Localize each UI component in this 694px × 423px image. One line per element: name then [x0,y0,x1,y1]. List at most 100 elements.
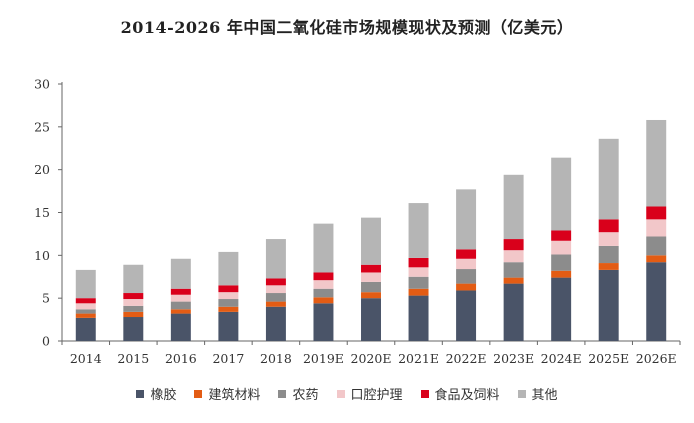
x-tick-label: 2020E [351,351,392,366]
chart-title: 2014-2026 年中国二氧化硅市场规模现状及预测（亿美元） [120,18,574,37]
bar-segment-2026E-0 [646,262,667,341]
bar-segment-2021E-5 [408,203,429,258]
bar-segment-2015-2 [123,305,144,312]
x-tick-label: 2022E [446,351,487,366]
y-tick-label: 15 [34,205,50,220]
bar-segment-2019E-1 [313,297,334,304]
y-tick-label: 0 [42,334,50,349]
chart-legend: 橡胶 建筑材料 农药 口腔护理 食品及饲料 其他 [0,384,694,403]
bar-segment-2016-4 [170,288,191,295]
bar-segment-2015-5 [123,264,144,294]
bar-segment-2024E-4 [551,230,572,241]
x-tick-label: 2021E [398,351,439,366]
bar-segment-2021E-0 [408,295,429,341]
y-tick-label: 30 [34,77,50,92]
x-tick-label: 2026E [636,351,677,366]
bar-segment-2026E-4 [646,206,667,220]
bar-segment-2016-1 [170,309,191,314]
bar-segment-2020E-0 [361,298,381,341]
bar-segment-2018-3 [265,285,286,294]
bar-segment-2022E-2 [456,269,477,284]
bar-segment-2018-2 [265,293,286,302]
bar-segment-2024E-3 [551,240,572,255]
bar-segment-2020E-5 [361,217,381,265]
bar-segment-2026E-2 [646,236,667,256]
bar-segment-2022E-5 [456,189,477,250]
bar-segment-2023E-3 [503,250,524,263]
bar-segment-2024E-1 [551,270,572,278]
y-tick-label: 20 [34,162,50,177]
bar-segment-2018-1 [265,301,286,307]
bar-segment-2021E-4 [408,257,429,268]
bar-segment-2016-2 [170,301,191,310]
bar-segment-2023E-1 [503,277,524,284]
bar-segment-2014-1 [75,313,96,318]
bar-segment-2026E-3 [646,219,667,237]
bar-segment-2023E-5 [503,174,524,240]
bar-segment-2020E-1 [361,292,381,299]
bar-segment-2023E-2 [503,262,524,278]
bar-segment-2020E-3 [361,272,381,282]
bar-segment-2017-5 [218,251,239,286]
bar-segment-2024E-0 [551,277,572,341]
bar-segment-2018-5 [265,239,286,279]
bar-segment-2019E-2 [313,288,334,298]
bar-segment-2026E-1 [646,255,667,263]
bar-segment-2023E-0 [503,283,524,341]
bar-segment-2017-2 [218,299,239,307]
bar-segment-2014-4 [75,298,96,304]
legend-item: 农药 [278,384,319,403]
legend-label: 农药 [292,388,319,403]
bar-segment-2025E-4 [598,219,619,233]
bar-segment-2014-0 [75,317,96,341]
bar-segment-2021E-2 [408,276,429,289]
bar-segment-2020E-2 [361,281,381,293]
x-tick-label: 2017 [212,351,244,366]
bar-segment-2024E-5 [551,157,572,231]
x-tick-label: 2015 [117,351,149,366]
bar-segment-2025E-1 [598,263,619,270]
legend-swatch [336,389,345,398]
bar-segment-2017-4 [218,285,239,293]
legend-item: 其他 [517,384,558,403]
legend-label: 食品及饲料 [434,388,500,403]
y-tick-label: 25 [34,119,50,134]
bar-segment-2025E-2 [598,245,619,264]
bar-segment-2026E-5 [646,119,667,207]
bar-segment-2014-5 [75,269,96,299]
bar-segment-2021E-3 [408,267,429,277]
x-tick-label: 2018 [260,351,292,366]
bar-segment-2014-3 [75,303,96,310]
legend-item: 食品及饲料 [420,384,500,403]
bar-segment-2021E-1 [408,288,429,296]
bar-segment-2017-1 [218,306,239,312]
bar-segment-2023E-4 [503,239,524,251]
y-tick-label: 5 [42,291,50,306]
bar-segment-2025E-3 [598,232,619,246]
x-tick-label: 2025E [588,351,629,366]
legend-label: 橡胶 [150,388,177,403]
bar-segment-2017-3 [218,292,239,300]
legend-swatch [136,389,145,398]
bar-segment-2016-0 [170,313,191,341]
legend-swatch [517,389,526,398]
bar-segment-2017-0 [218,311,239,341]
bar-segment-2025E-5 [598,138,619,220]
legend-swatch [420,389,429,398]
bar-segment-2022E-3 [456,258,477,270]
bar-segment-2019E-4 [313,272,334,281]
x-tick-label: 2024E [541,351,582,366]
bar-segment-2015-4 [123,293,144,300]
legend-swatch [194,389,203,398]
bar-segment-2022E-4 [456,249,477,259]
bar-segment-2022E-0 [456,290,477,341]
legend-label: 口腔护理 [350,388,403,403]
legend-label: 其他 [531,388,558,403]
y-tick-label: 10 [34,248,50,263]
bar-segment-2020E-4 [361,264,381,273]
bar-segment-2014-2 [75,309,96,314]
x-tick-label: 2023E [493,351,534,366]
bar-segment-2016-5 [170,258,191,289]
legend-swatch [278,389,287,398]
